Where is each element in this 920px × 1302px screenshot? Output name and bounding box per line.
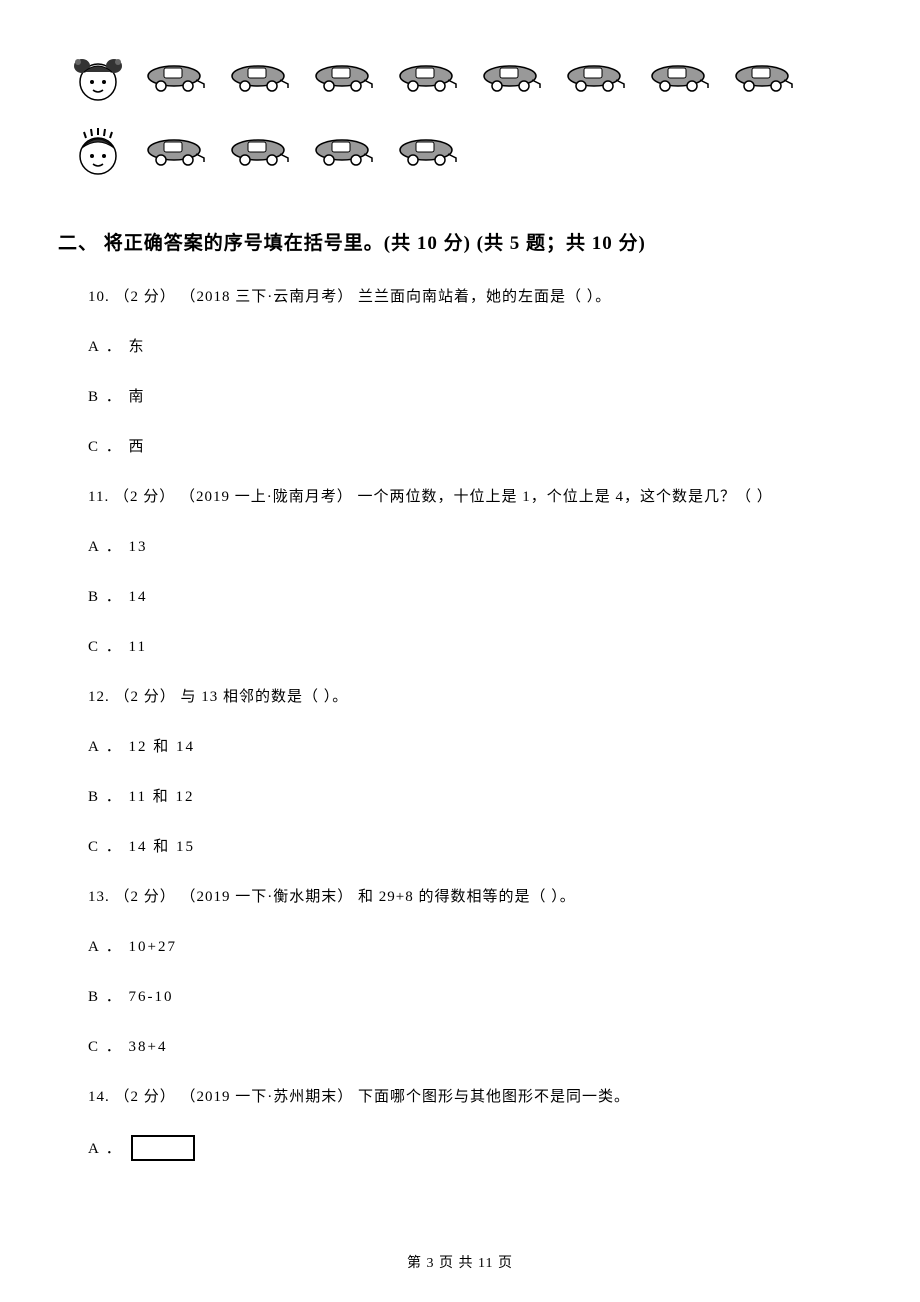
question-10: 10. （2 分） （2018 三下·云南月考） 兰兰面向南站着，她的左面是（ … bbox=[88, 285, 862, 309]
option-text: 11 和 12 bbox=[129, 789, 195, 805]
question-text: 兰兰面向南站着，她的左面是（ ）。 bbox=[358, 289, 611, 305]
option-label: A ． bbox=[88, 339, 123, 355]
question-points: （2 分） bbox=[115, 689, 176, 705]
question-13: 13. （2 分） （2019 一下·衡水期末） 和 29+8 的得数相等的是（… bbox=[88, 885, 862, 909]
option-11c: C ． 11 bbox=[88, 635, 862, 659]
option-11a: A ． 13 bbox=[88, 535, 862, 559]
question-number: 13. bbox=[88, 889, 110, 905]
question-number: 14. bbox=[88, 1089, 110, 1105]
option-text: 东 bbox=[129, 339, 146, 355]
question-text: 和 29+8 的得数相等的是（ ）。 bbox=[358, 889, 576, 905]
option-label: C ． bbox=[88, 839, 123, 855]
option-text: 南 bbox=[129, 389, 146, 405]
question-source: （2019 一下·苏州期末） bbox=[181, 1089, 354, 1105]
option-10a: A ． 东 bbox=[88, 335, 862, 359]
rectangle-shape-icon bbox=[131, 1135, 195, 1161]
question-source: （2019 一上·陇南月考） bbox=[180, 489, 353, 505]
option-13c: C ． 38+4 bbox=[88, 1035, 862, 1059]
car-icon bbox=[650, 62, 710, 94]
section-title: 二、 将正确答案的序号填在括号里。(共 10 分) (共 5 题；共 10 分) bbox=[58, 228, 862, 255]
question-source: （2019 一下·衡水期末） bbox=[181, 889, 354, 905]
option-label: C ． bbox=[88, 1039, 123, 1055]
car-icon bbox=[314, 136, 374, 168]
page-number-text: 第 3 页 共 11 页 bbox=[407, 1256, 513, 1271]
image-row-2 bbox=[58, 124, 862, 180]
car-icon bbox=[566, 62, 626, 94]
question-number: 12. bbox=[88, 689, 110, 705]
option-12a: A ． 12 和 14 bbox=[88, 735, 862, 759]
question-12: 12. （2 分） 与 13 相邻的数是（ ）。 bbox=[88, 685, 862, 709]
option-label: B ． bbox=[88, 589, 123, 605]
option-text: 14 和 15 bbox=[129, 839, 196, 855]
car-group-2 bbox=[146, 136, 458, 168]
car-icon bbox=[734, 62, 794, 94]
girl-face-icon bbox=[70, 50, 126, 106]
question-points: （2 分） bbox=[115, 889, 176, 905]
option-10c: C ． 西 bbox=[88, 435, 862, 459]
car-icon bbox=[230, 136, 290, 168]
option-text: 38+4 bbox=[129, 1039, 168, 1055]
option-text: 14 bbox=[129, 589, 148, 605]
option-text: 11 bbox=[129, 639, 147, 655]
option-label: B ． bbox=[88, 389, 123, 405]
question-text: 下面哪个图形与其他图形不是同一类。 bbox=[358, 1089, 630, 1105]
option-label: A ． bbox=[88, 939, 123, 955]
car-icon bbox=[398, 136, 458, 168]
question-points: （2 分） bbox=[114, 489, 175, 505]
question-points: （2 分） bbox=[115, 289, 176, 305]
option-label: B ． bbox=[88, 989, 123, 1005]
option-14a: A ． bbox=[88, 1135, 862, 1161]
question-text: 一个两位数，十位上是 1，个位上是 4，这个数是几？（ ） bbox=[357, 489, 772, 505]
option-text: 10+27 bbox=[129, 939, 177, 955]
car-icon bbox=[146, 62, 206, 94]
option-text: 12 和 14 bbox=[129, 739, 196, 755]
boy-face-icon bbox=[70, 124, 126, 180]
option-label: A ． bbox=[88, 539, 123, 555]
question-number: 10. bbox=[88, 289, 110, 305]
car-icon bbox=[230, 62, 290, 94]
car-icon bbox=[314, 62, 374, 94]
section-title-text: 将正确答案的序号填在括号里。(共 10 分) (共 5 题；共 10 分) bbox=[104, 233, 646, 254]
question-points: （2 分） bbox=[115, 1089, 176, 1105]
option-13b: B ． 76-10 bbox=[88, 985, 862, 1009]
option-12b: B ． 11 和 12 bbox=[88, 785, 862, 809]
car-icon bbox=[482, 62, 542, 94]
section-number: 二、 bbox=[58, 233, 98, 254]
option-label: A ． bbox=[88, 1137, 123, 1161]
question-source: （2018 三下·云南月考） bbox=[181, 289, 354, 305]
question-number: 11. bbox=[88, 489, 109, 505]
car-icon bbox=[398, 62, 458, 94]
page-footer: 第 3 页 共 11 页 bbox=[0, 1252, 920, 1272]
option-11b: B ． 14 bbox=[88, 585, 862, 609]
option-label: C ． bbox=[88, 639, 123, 655]
option-10b: B ． 南 bbox=[88, 385, 862, 409]
car-icon bbox=[146, 136, 206, 168]
option-label: A ． bbox=[88, 739, 123, 755]
option-text: 76-10 bbox=[129, 989, 174, 1005]
option-12c: C ． 14 和 15 bbox=[88, 835, 862, 859]
option-text: 西 bbox=[129, 439, 146, 455]
question-14: 14. （2 分） （2019 一下·苏州期末） 下面哪个图形与其他图形不是同一… bbox=[88, 1085, 862, 1109]
image-row-1 bbox=[58, 50, 862, 106]
option-13a: A ． 10+27 bbox=[88, 935, 862, 959]
option-label: B ． bbox=[88, 789, 123, 805]
question-text: 与 13 相邻的数是（ ）。 bbox=[181, 689, 349, 705]
question-11: 11. （2 分） （2019 一上·陇南月考） 一个两位数，十位上是 1，个位… bbox=[88, 485, 862, 509]
car-group-1 bbox=[146, 62, 794, 94]
option-label: C ． bbox=[88, 439, 123, 455]
option-text: 13 bbox=[129, 539, 148, 555]
